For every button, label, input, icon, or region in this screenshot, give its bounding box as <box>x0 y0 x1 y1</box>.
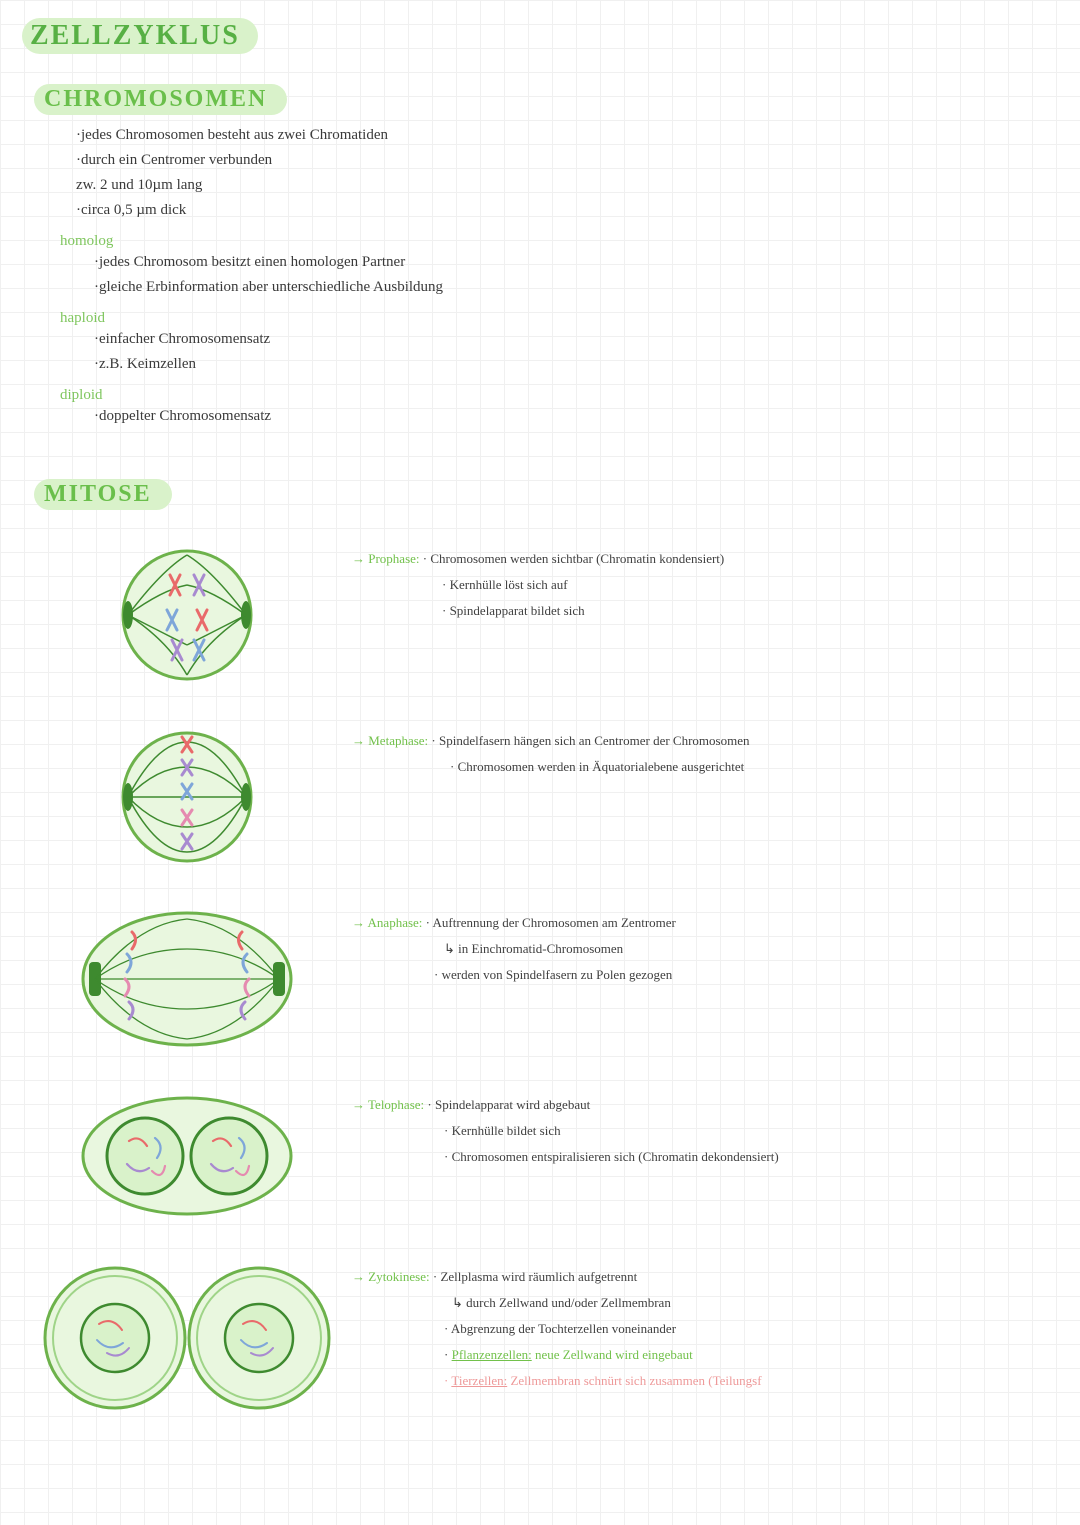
sub-haploid: haploid <box>60 310 1058 327</box>
section-chromosomen-title: CHROMOSOMEN <box>34 84 287 115</box>
phase-line: · Abgrenzung der Tochterzellen voneinand… <box>352 1316 1058 1342</box>
phase-line: · werden von Spindelfasern zu Polen gezo… <box>352 962 1058 988</box>
chromosomen-bullets: ·jedes Chromosomen besteht aus zwei Chro… <box>76 123 1058 223</box>
prophase-text: → Prophase: · Chromosomen werden sichtba… <box>352 536 1058 624</box>
sub-homolog-items: ·jedes Chromosom besitzt einen homologen… <box>94 250 1058 300</box>
sub-haploid-items: ·einfacher Chromosomensatz ·z.B. Keimzel… <box>94 327 1058 377</box>
diagram-anaphase <box>22 900 352 1058</box>
diagram-zytokinese <box>22 1254 352 1422</box>
phase-line: · Spindelapparat wird abgebaut <box>427 1097 590 1112</box>
page-title: ZELLZYKLUS <box>22 18 258 54</box>
bullet: ·doppelter Chromosomensatz <box>94 404 1058 429</box>
diagram-prophase <box>22 536 352 694</box>
section-mitose-title: MITOSE <box>34 479 172 510</box>
bullet: ·circa 0,5 µm dick <box>76 198 1058 223</box>
zytokinese-svg <box>37 1258 337 1418</box>
zytokinese-text: → Zytokinese: · Zellplasma wird räumlich… <box>352 1254 1058 1394</box>
bullet: ·durch ein Centromer verbunden <box>76 148 1058 173</box>
sub-diploid: diploid <box>60 387 1058 404</box>
arrow-icon: → <box>352 1269 368 1284</box>
diagram-metaphase <box>22 718 352 876</box>
bullet: ·jedes Chromosomen besteht aus zwei Chro… <box>76 123 1058 148</box>
phase-label: Metaphase: <box>368 733 428 748</box>
plant-label: Pflanzenzellen: <box>452 1347 532 1362</box>
metaphase-svg <box>112 722 262 872</box>
phase-line: · Kernhülle löst sich auf <box>352 572 1058 598</box>
phase-line: · Spindelapparat bildet sich <box>352 598 1058 624</box>
anaphase-text: → Anaphase: · Auftrennung der Chromosome… <box>352 900 1058 988</box>
arrow-icon: → <box>352 733 368 748</box>
telophase-svg <box>77 1086 297 1226</box>
phase-line: ↳ in Einchromatid-Chromosomen <box>352 936 1058 962</box>
arrow-icon: → <box>352 1097 368 1112</box>
bullet: ·jedes Chromosom besitzt einen homologen… <box>94 250 1058 275</box>
phase-line: · Kernhülle bildet sich <box>352 1118 1058 1144</box>
phase-line: ↳ durch Zellwand und/oder Zellmembran <box>352 1290 1058 1316</box>
metaphase-text: → Metaphase: · Spindelfasern hängen sich… <box>352 718 1058 780</box>
phase-line: · Auftrennung der Chromosomen am Zentrom… <box>426 915 676 930</box>
phase-line: · Zellplasma wird räumlich aufgetrennt <box>433 1269 637 1284</box>
phase-label: Prophase: <box>368 551 419 566</box>
arrow-icon: → <box>352 551 368 566</box>
plant-text: neue Zellwand wird eingebaut <box>535 1347 693 1362</box>
bullet: zw. 2 und 10µm lang <box>76 173 1058 198</box>
bullet: ·gleiche Erbinformation aber unterschied… <box>94 275 1058 300</box>
animal-text: Zellmembran schnürt sich zusammen (Teilu… <box>510 1373 761 1388</box>
phase-line: · Spindelfasern hängen sich an Centromer… <box>431 733 749 748</box>
animal-label: Tierzellen: <box>451 1373 507 1388</box>
bullet: ·einfacher Chromosomensatz <box>94 327 1058 352</box>
phase-line: · Chromosomen entspiralisieren sich (Chr… <box>352 1144 1058 1170</box>
arrow-icon: → <box>352 915 368 930</box>
diagram-telophase <box>22 1082 352 1230</box>
prophase-svg <box>112 540 262 690</box>
telophase-text: → Telophase: · Spindelapparat wird abgeb… <box>352 1082 1058 1170</box>
bullet-dot: · <box>444 1347 452 1362</box>
bullet: ·z.B. Keimzellen <box>94 352 1058 377</box>
anaphase-svg <box>77 904 297 1054</box>
phase-line: · Chromosomen werden sichtbar (Chromatin… <box>423 551 724 566</box>
sub-diploid-items: ·doppelter Chromosomensatz <box>94 404 1058 429</box>
phase-label: Anaphase: <box>368 915 423 930</box>
phase-label: Zytokinese: <box>368 1269 429 1284</box>
phase-label: Telophase: <box>368 1097 424 1112</box>
phase-line: · Chromosomen werden in Äquatorialebene … <box>352 754 1058 780</box>
sub-homolog: homolog <box>60 233 1058 250</box>
